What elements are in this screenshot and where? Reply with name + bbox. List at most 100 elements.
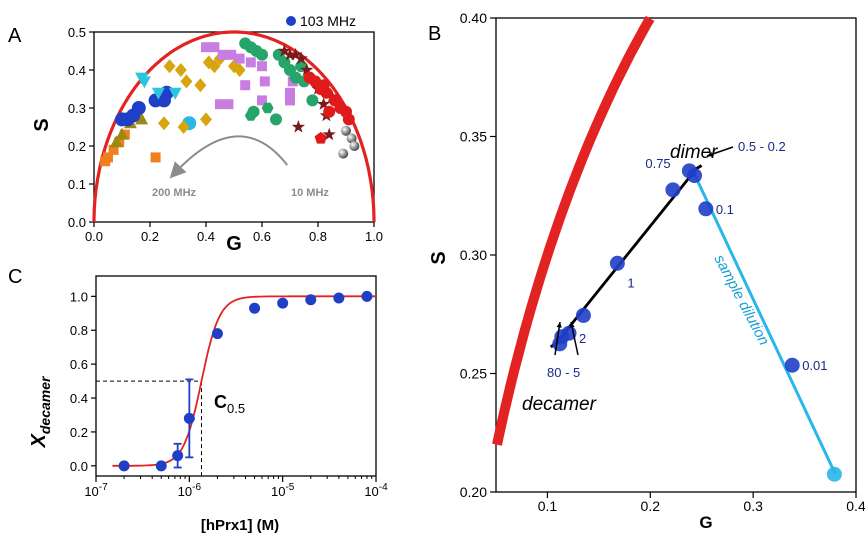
panel-a-data-point <box>168 87 182 100</box>
panel-a-data-point <box>291 120 306 133</box>
panel-c-data-point <box>305 294 317 306</box>
panel-a-data-point <box>234 53 245 64</box>
panel-a-xtick-label: 0.4 <box>197 229 215 244</box>
panel-c-xtick-base: 10 <box>364 484 378 499</box>
panel-a-data-point <box>245 57 256 68</box>
panel-b-point-label: 0.1 <box>716 202 734 217</box>
panel-c-ylabel-main: X <box>28 432 50 448</box>
panel-a-ytick-label: 0.2 <box>68 139 86 154</box>
panel-b-xlabel: G <box>699 513 712 532</box>
panel-a-data-point <box>259 76 270 87</box>
panel-c-frame <box>95 275 377 477</box>
panel-b-arrow-decamer-1-head <box>556 322 562 328</box>
panel-c-xtick-exp: -5 <box>285 482 294 493</box>
panel-a-ylabel: S <box>31 118 53 131</box>
annot-decamer: decamer <box>522 394 597 415</box>
panel-a-data-point <box>163 59 176 74</box>
panel-a-xtick-label: 0.2 <box>141 229 159 244</box>
panel-a-data-point <box>157 93 171 108</box>
panel-a-data-point <box>233 63 246 77</box>
panel-a-data-point <box>135 112 149 125</box>
panel-c-data-point <box>183 412 195 424</box>
panel-a-data-point <box>283 47 297 61</box>
panel-b-ytick-label: 0.40 <box>460 10 487 26</box>
panel-b-point-label: 2 <box>579 331 586 346</box>
panel-c-xtick-label: 10-4 <box>364 482 388 499</box>
panel-a-data-point <box>109 135 123 148</box>
panel-a-data-point <box>151 87 165 100</box>
panel-c-xtick-exp: -7 <box>99 482 108 493</box>
panel-c-xtick-base: 10 <box>178 484 192 499</box>
panel-b-arrow-decamer-1 <box>554 321 561 356</box>
panel-a-data-point <box>217 49 228 60</box>
panel-a-data-point <box>277 44 292 57</box>
panel-b-ytick-label: 0.35 <box>460 129 487 145</box>
panel-b-dilution-line <box>693 173 837 475</box>
panel-c-ytick-label: 0.0 <box>70 459 88 474</box>
panel-b-arrow-dimer-head <box>707 151 713 157</box>
panel-c-data-point <box>249 302 261 314</box>
panel-c-data-point <box>211 328 223 340</box>
annot-range-bottom: 80 - 5 <box>547 365 580 380</box>
panel-c-label: C <box>8 266 22 288</box>
panel-b-point-label: 0.01 <box>802 358 827 373</box>
panel-a-xtick-label: 0.6 <box>253 229 271 244</box>
panel-a-data-point <box>256 48 268 61</box>
panel-b-data-point <box>784 357 800 373</box>
panel-b-ytick-label: 0.30 <box>460 247 487 263</box>
panel-a-ytick-label: 0.3 <box>68 101 86 116</box>
panel-c-xtick-base: 10 <box>84 484 98 499</box>
panel-a-data-point <box>174 63 187 77</box>
panel-b-point-label: 1 <box>627 275 634 290</box>
panel-a-data-point <box>349 141 360 151</box>
panel-b-data-point <box>826 466 842 482</box>
c05-main: C <box>214 392 227 412</box>
panel-a-data-point <box>209 42 220 53</box>
panel-a-data-point <box>316 97 331 110</box>
panel-b: B 0.1 0.2 0.3 0.4 0.20 0.25 0.30 0.35 0.40 2 1 0.75… <box>428 10 865 532</box>
panel-a-label: A <box>8 25 22 47</box>
panel-a-data-point <box>270 113 282 126</box>
panel-b-xtick-label: 0.4 <box>846 498 865 514</box>
panel-b-point-label: 0.75 <box>645 156 670 171</box>
panel-a-data-point <box>257 95 267 106</box>
panel-c-data-point <box>118 460 130 472</box>
panel-c-ytick-label: 0.4 <box>70 391 88 406</box>
panel-a-data-point <box>226 49 237 60</box>
annot-sample-dilution: sample dilution <box>710 252 772 348</box>
panel-a-data-point <box>346 133 357 144</box>
panel-a-data-point <box>341 125 351 136</box>
panel-b-data-point <box>575 307 591 323</box>
panel-c-xtick-exp: -4 <box>379 482 388 493</box>
panel-b-arrow-decamer-2-head <box>569 322 575 328</box>
panel-c-ylabel-sub: decamer <box>37 375 53 434</box>
panel-a-xtick-label: 1.0 <box>365 229 383 244</box>
panel-a-frequency-arrow <box>169 135 288 179</box>
panel-c-xtick-base: 10 <box>271 484 285 499</box>
panel-a-data-point <box>285 87 295 98</box>
panel-a-data-point <box>338 148 349 159</box>
panel-c-ytick-label: 0.2 <box>70 425 88 440</box>
panel-a-data-point <box>257 61 267 72</box>
panel-b-universal-circle <box>492 15 655 446</box>
panel-a-data-point <box>306 94 319 107</box>
panel-b-data-point <box>609 255 625 271</box>
panel-a-data-point <box>131 101 146 115</box>
panel-a-data-point <box>261 102 274 114</box>
panel-a-data-point <box>320 86 333 99</box>
panel-c: C 10-7 10-6 10-5 10-40.00.20.40.60.81.0 [hP… <box>8 266 388 534</box>
panel-c-data-point <box>333 292 345 304</box>
panel-a-data-point <box>314 131 327 144</box>
panel-c-fit-curve <box>112 295 376 467</box>
panel-a-data-point <box>244 110 257 121</box>
panel-c-xlabel: [hPrx1] (M) <box>201 517 279 534</box>
panel-b-data-point <box>665 182 681 198</box>
annot-dimer: dimer <box>670 142 718 163</box>
panel-a-data-point <box>342 113 355 126</box>
panel-a-xtick-label: 0.0 <box>85 229 103 244</box>
panel-b-label: B <box>428 23 441 45</box>
panel-c-xtick-label: 10-6 <box>178 482 202 499</box>
panel-c-data-point <box>172 450 184 462</box>
arrow-label-200mhz: 200 MHz <box>152 187 197 199</box>
panel-c-xtick-label: 10-5 <box>271 482 295 499</box>
